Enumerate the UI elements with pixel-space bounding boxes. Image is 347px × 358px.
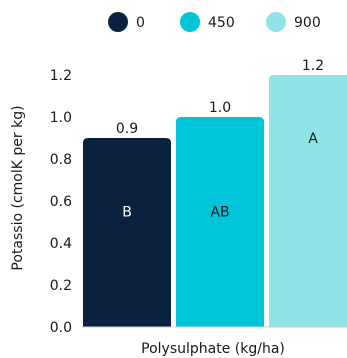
y-axis-label: Potassio (cmolK per kg): [10, 105, 26, 270]
bar-value-label: 1.2: [302, 58, 324, 74]
bar-group-letter: A: [308, 131, 318, 147]
bars: 0.9 B 1.0 AB 1.2 A: [83, 58, 347, 327]
legend-marker-0: [108, 12, 128, 32]
bar-group-letter: B: [122, 205, 132, 221]
legend-marker-2: [266, 12, 286, 32]
legend-marker-1: [180, 12, 200, 32]
y-tick-label: 0.2: [50, 278, 72, 294]
bar-450: [176, 117, 264, 327]
y-tick-label: 0.8: [50, 152, 72, 168]
bar-group-letter: AB: [210, 205, 229, 221]
legend-label-1: 450: [208, 15, 235, 31]
bar-value-label: 0.9: [116, 121, 138, 137]
bar-900: [269, 75, 347, 327]
legend: 0 450 900: [108, 12, 321, 32]
bar-value-label: 1.0: [209, 100, 231, 116]
x-axis-label: Polysulphate (kg/ha): [141, 341, 285, 357]
y-tick-label: 0.4: [50, 236, 72, 252]
legend-label-0: 0: [136, 15, 145, 31]
y-axis: 0.0 0.2 0.4 0.6 0.8 1.0 1.2: [50, 68, 72, 336]
y-tick-label: 0.6: [50, 194, 72, 210]
y-tick-label: 0.0: [50, 320, 72, 336]
bar-0: [83, 138, 171, 327]
y-tick-label: 1.0: [50, 110, 72, 126]
legend-label-2: 900: [294, 15, 321, 31]
y-tick-label: 1.2: [50, 68, 72, 84]
